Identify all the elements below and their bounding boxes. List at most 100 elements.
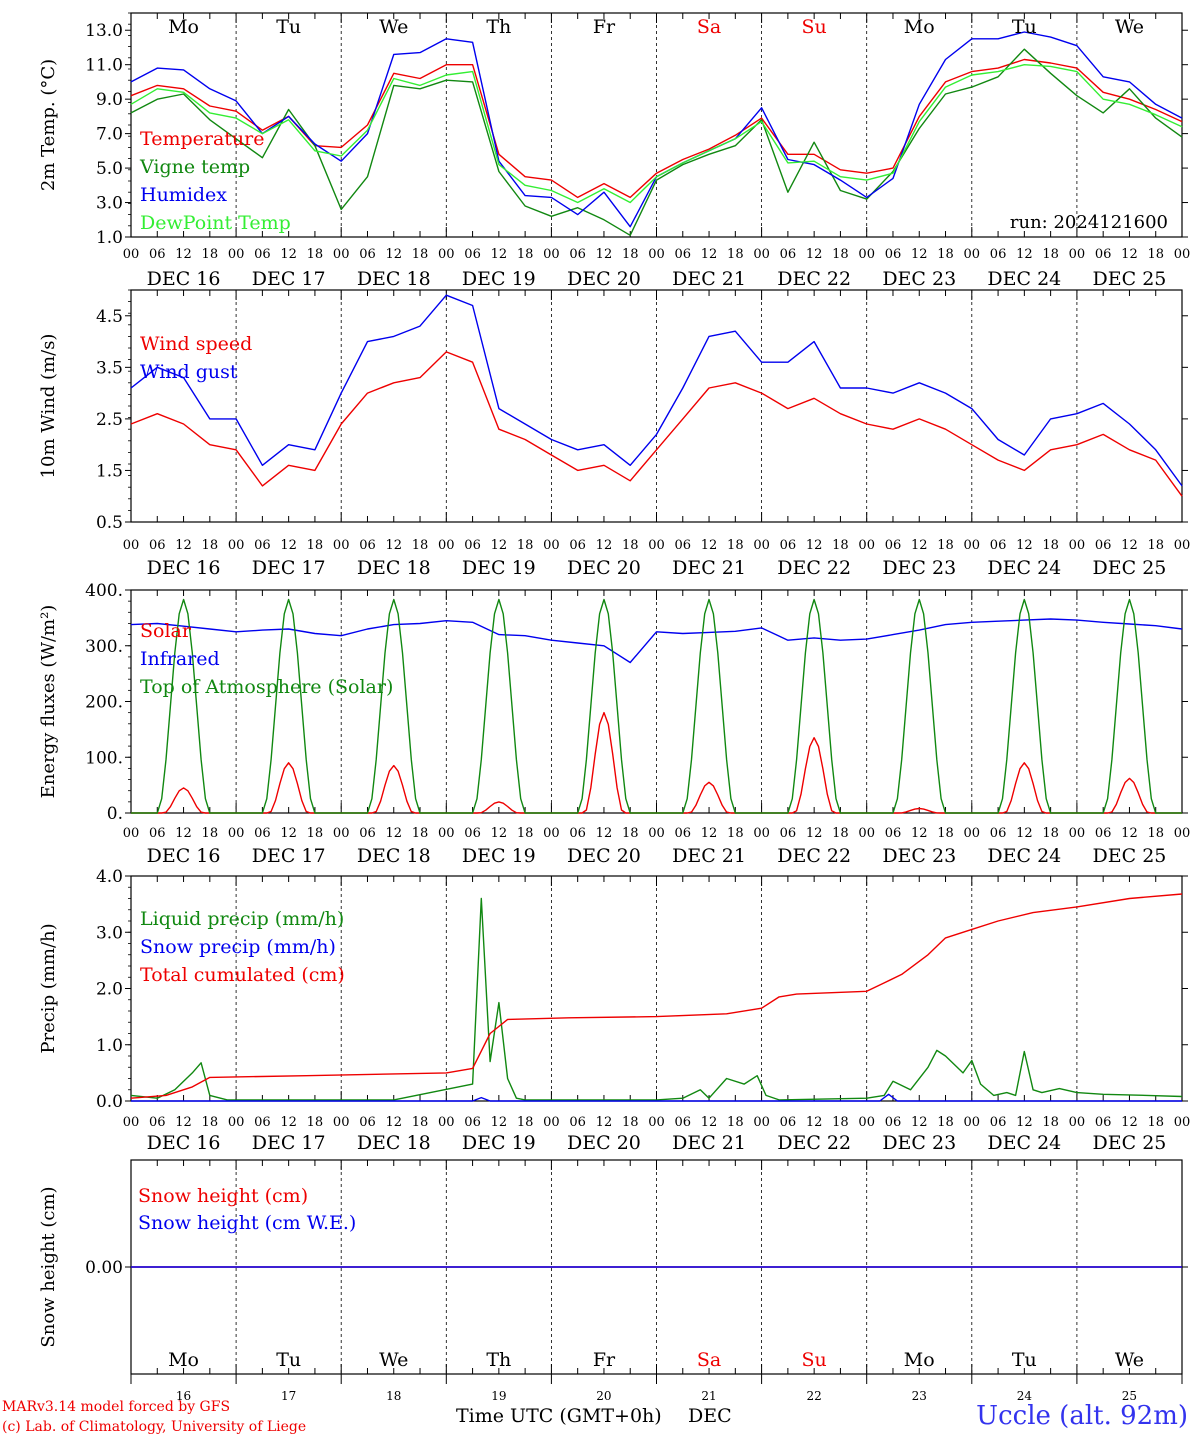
hour-tick-label: 12 <box>491 1115 508 1130</box>
y-axis-label: Snow height (cm) <box>38 1186 59 1347</box>
hour-tick-label: 18 <box>622 826 639 841</box>
series-temp-0 <box>130 58 1183 199</box>
hour-tick-label: 06 <box>464 538 481 553</box>
date-label: DEC 16 <box>147 1132 221 1154</box>
hour-tick-label: 18 <box>832 247 849 262</box>
hour-tick-label: 18 <box>832 1115 849 1130</box>
date-label: DEC 25 <box>1093 268 1167 290</box>
hour-tick-label: 00 <box>543 826 560 841</box>
hour-tick-label: 18 <box>937 247 954 262</box>
hour-tick-label: 18 <box>937 538 954 553</box>
series-energy-0 <box>131 711 1182 814</box>
legend-entry: Top of Atmosphere (Solar) <box>140 676 393 698</box>
hour-tick-label: 06 <box>885 826 902 841</box>
panel-snow <box>125 1159 1188 1384</box>
legend-entry: Wind speed <box>140 333 252 355</box>
hour-tick-label: 06 <box>359 538 376 553</box>
hour-tick-label: 18 <box>1147 1115 1164 1130</box>
hour-tick-label: 12 <box>911 247 928 262</box>
y-tick-label: 1.5 <box>96 461 123 481</box>
series-precip-1 <box>131 1093 1182 1102</box>
plot-frame <box>130 589 1183 814</box>
hour-tick-label: 06 <box>1095 538 1112 553</box>
hour-tick-label: 00 <box>964 538 981 553</box>
hour-tick-label: 12 <box>175 826 192 841</box>
date-label: DEC 22 <box>777 845 851 867</box>
hour-tick-label: 00 <box>753 247 770 262</box>
weekday-label: We <box>379 1349 408 1371</box>
day-number-label: 22 <box>807 1389 822 1403</box>
day-number-label: 16 <box>176 1389 191 1403</box>
weekday-label: We <box>379 16 408 38</box>
day-number-label: 17 <box>281 1389 296 1403</box>
hour-tick-label: 06 <box>675 247 692 262</box>
hour-tick-label: 12 <box>806 247 823 262</box>
hour-tick-label: 06 <box>464 826 481 841</box>
hour-tick-label: 12 <box>385 538 402 553</box>
copyright-credit: (c) Lab. of Climatology, University of L… <box>2 1419 307 1435</box>
hour-tick-label: 12 <box>280 247 297 262</box>
hour-tick-label: 12 <box>280 538 297 553</box>
day-number-label: 18 <box>386 1389 401 1403</box>
weekday-label: We <box>1115 1349 1144 1371</box>
date-label: DEC 22 <box>777 268 851 290</box>
hour-tick-label: 12 <box>280 1115 297 1130</box>
date-label: DEC 20 <box>567 845 641 867</box>
hour-tick-label: 06 <box>675 538 692 553</box>
weekday-label: Fr <box>593 16 616 38</box>
y-tick-label: 7.0 <box>96 125 123 145</box>
hour-tick-label: 00 <box>543 1115 560 1130</box>
hour-tick-label: 12 <box>385 247 402 262</box>
x-axis-month: DEC <box>688 1405 732 1427</box>
date-label: DEC 25 <box>1093 1132 1167 1154</box>
date-label: DEC 17 <box>252 268 326 290</box>
y-tick-label: 1.0 <box>96 228 123 248</box>
hour-tick-label: 06 <box>359 1115 376 1130</box>
date-label: DEC 21 <box>672 557 746 579</box>
legend-entry: Solar <box>140 620 192 642</box>
y-tick-label: 4.5 <box>96 307 123 327</box>
hour-tick-label: 18 <box>832 538 849 553</box>
series-precip-2 <box>130 893 1183 1099</box>
day-number-label: 24 <box>1017 1389 1033 1403</box>
run-annotation: run: 2024121600 <box>1010 212 1168 233</box>
hour-tick-label: 00 <box>228 826 245 841</box>
hour-tick-label: 00 <box>123 1115 140 1130</box>
hour-tick-label: 00 <box>543 247 560 262</box>
hour-tick-label: 18 <box>517 1115 534 1130</box>
date-label: DEC 18 <box>357 845 431 867</box>
hour-tick-label: 06 <box>149 826 166 841</box>
hour-tick-label: 12 <box>175 538 192 553</box>
hour-tick-label: 00 <box>858 247 875 262</box>
hour-tick-label: 18 <box>937 826 954 841</box>
hour-tick-label: 18 <box>307 247 324 262</box>
weekday-label: Mo <box>904 16 935 38</box>
hour-tick-label: 06 <box>569 247 586 262</box>
hour-tick-label: 06 <box>1095 1115 1112 1130</box>
hour-tick-label: 12 <box>491 538 508 553</box>
y-tick-label: 3.0 <box>96 923 123 943</box>
y-tick-label: 100. <box>85 748 123 768</box>
y-axis-label: Precip (mm/h) <box>38 923 59 1053</box>
hour-tick-label: 00 <box>858 538 875 553</box>
weekday-label: Tu <box>1012 1349 1037 1371</box>
y-tick-label: 400. <box>85 581 123 601</box>
date-label: DEC 20 <box>567 557 641 579</box>
y-tick-label: 4.0 <box>96 867 123 887</box>
hour-tick-label: 00 <box>1069 538 1086 553</box>
hour-tick-label: 18 <box>832 826 849 841</box>
hour-tick-label: 06 <box>569 826 586 841</box>
hour-tick-label: 12 <box>806 1115 823 1130</box>
hour-tick-label: 12 <box>806 826 823 841</box>
hour-tick-label: 12 <box>911 826 928 841</box>
hour-tick-label: 00 <box>543 538 560 553</box>
hour-tick-label: 06 <box>780 247 797 262</box>
hour-tick-label: 00 <box>964 1115 981 1130</box>
date-label: DEC 24 <box>987 1132 1061 1154</box>
hour-tick-label: 18 <box>517 538 534 553</box>
date-label: DEC 19 <box>462 845 536 867</box>
hour-tick-label: 18 <box>307 1115 324 1130</box>
date-label: DEC 21 <box>672 845 746 867</box>
y-axis-label: Energy fluxes (W/m²) <box>38 605 59 799</box>
